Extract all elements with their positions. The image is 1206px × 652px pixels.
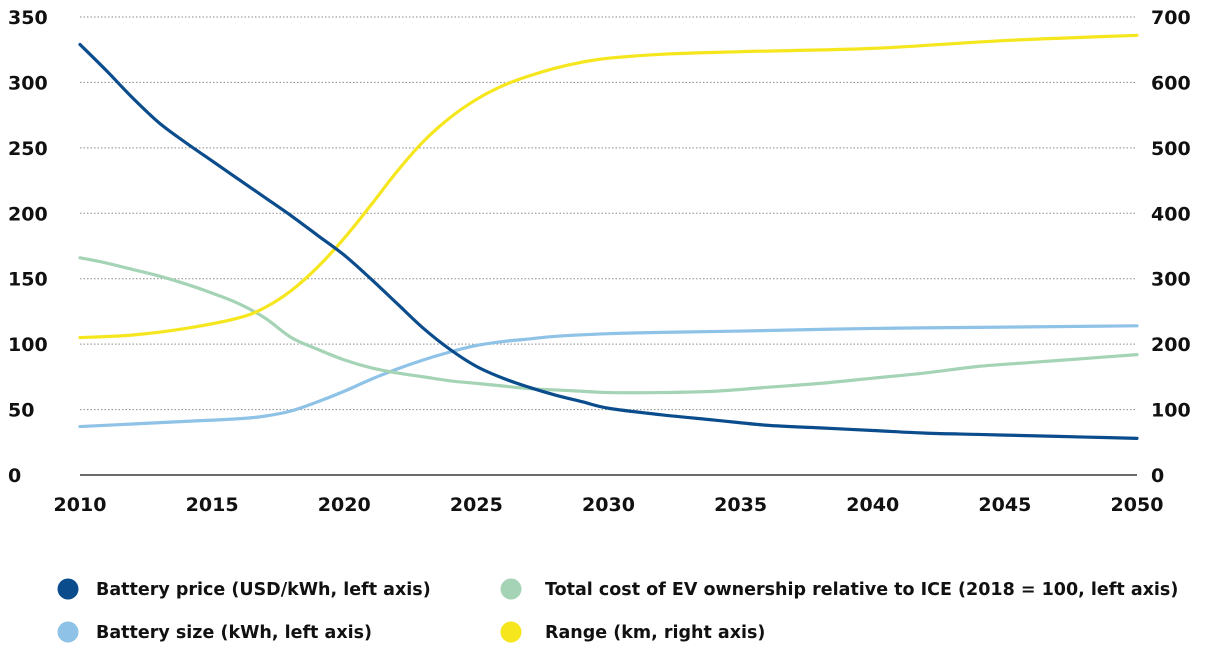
y-tick-label-right: 300 [1151, 269, 1191, 291]
x-tick-label: 2035 [714, 494, 767, 516]
x-tick-label: 2010 [54, 494, 107, 516]
y-tick-label-left: 350 [8, 7, 48, 29]
y-tick-label-left: 300 [8, 72, 48, 94]
x-tick-label: 2025 [450, 494, 503, 516]
legend-marker-range [500, 621, 522, 643]
x-tick-label: 2050 [1111, 494, 1164, 516]
x-tick-label: 2020 [318, 494, 371, 516]
x-tick-label: 2045 [978, 494, 1031, 516]
legend-label-battery-price: Battery price (USD/kWh, left axis) [96, 580, 431, 600]
legend-label-battery-size: Battery size (kWh, left axis) [96, 623, 372, 643]
series-line-range [78, 33, 1139, 340]
y-tick-label-right: 100 [1151, 400, 1191, 422]
y-tick-label-right: 600 [1151, 72, 1191, 94]
y-tick-label-left: 100 [8, 334, 48, 356]
legend-label-range: Range (km, right axis) [545, 623, 765, 643]
series-lines [78, 33, 1139, 440]
axes: 0 50 100 150 200 250 300 350 0 100 200 300 400 500 600… [8, 7, 1191, 516]
series-line-battery-size [78, 324, 1139, 429]
series-line-battery-price [78, 42, 1139, 440]
y-tick-label-right: 200 [1151, 334, 1191, 356]
legend-marker-total-cost-ownership [500, 578, 522, 600]
legend-marker-battery-size [57, 621, 79, 643]
legend-label-total-cost-ownership: Total cost of EV ownership relative to I… [545, 580, 1178, 600]
y-tick-label-left: 150 [8, 269, 48, 291]
x-tick-label: 2040 [846, 494, 899, 516]
y-tick-label-left: 50 [8, 400, 34, 422]
x-tick-label: 2015 [186, 494, 239, 516]
y-tick-label-left: 0 [8, 465, 21, 487]
gridlines [80, 16, 1137, 411]
legend: Battery price (USD/kWh, left axis) Batter… [57, 578, 1178, 643]
legend-marker-battery-price [57, 578, 79, 600]
series-line-total-cost-ownership [78, 256, 1139, 395]
y-tick-label-left: 250 [8, 138, 48, 160]
y-tick-label-right: 500 [1151, 138, 1191, 160]
y-tick-label-right: 700 [1151, 7, 1191, 29]
x-tick-label: 2030 [582, 494, 635, 516]
y-tick-label-right: 0 [1151, 465, 1164, 487]
y-tick-label-right: 400 [1151, 203, 1191, 225]
y-tick-label-left: 200 [8, 203, 48, 225]
